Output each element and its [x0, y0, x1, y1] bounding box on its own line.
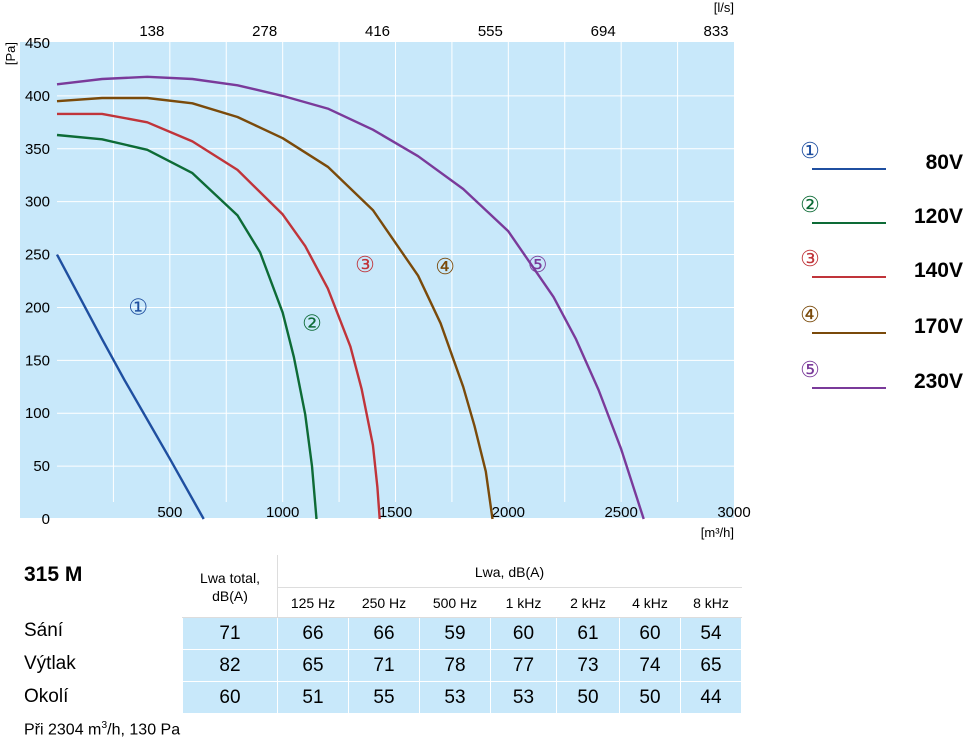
legend-marker: ⑤ — [800, 357, 820, 382]
freq-header: 125 Hz — [277, 587, 349, 618]
x-tick-label: 3000 — [717, 504, 750, 521]
freq-header: 2 kHz — [556, 587, 620, 618]
legend-label: 120V — [914, 205, 963, 228]
band-value: 66 — [277, 617, 349, 650]
band-value: 71 — [348, 649, 420, 682]
x-axis-label: [m³/h] — [701, 525, 734, 540]
y-tick-label: 450 — [25, 35, 50, 52]
band-value: 53 — [490, 681, 557, 714]
legend-label: 170V — [914, 315, 963, 338]
legend-marker: ④ — [800, 302, 820, 327]
y-axis-label: [Pa] — [3, 42, 18, 65]
freq-header: 500 Hz — [419, 587, 491, 618]
series-curve — [56, 75, 645, 520]
lwa-total-header-line2: dB(A) — [212, 587, 248, 604]
top-tick-label: 833 — [703, 23, 728, 40]
top-tick-label: 416 — [365, 23, 390, 40]
legend-label: 230V — [914, 370, 963, 393]
band-value: 60 — [619, 617, 681, 650]
y-tick-label: 200 — [25, 299, 50, 316]
freq-header: 8 kHz — [680, 587, 742, 618]
y-tick-label: 50 — [33, 458, 50, 475]
row-label: Okolí — [24, 686, 69, 707]
model-title: 315 M — [24, 563, 83, 586]
noise-table: Lwa total, dB(A) Lwa, dB(A) 125 Hz 250 Hz… — [182, 555, 742, 714]
band-value: 55 — [348, 681, 420, 714]
series-curve — [56, 133, 318, 520]
top-axis-label: [l/s] — [714, 0, 734, 15]
band-value: 50 — [619, 681, 681, 714]
band-value: 65 — [277, 649, 349, 682]
band-value: 77 — [490, 649, 557, 682]
band-value: 74 — [619, 649, 681, 682]
band-value: 66 — [348, 617, 420, 650]
band-value: 53 — [419, 681, 491, 714]
legend-marker: ③ — [800, 246, 820, 271]
table-row: 82 65 71 78 77 73 74 65 — [182, 649, 742, 682]
series-marker: ⑤ — [528, 252, 548, 277]
band-value: 44 — [680, 681, 742, 714]
band-value: 54 — [680, 617, 742, 650]
x-tick-label: 500 — [157, 504, 182, 521]
band-value: 73 — [556, 649, 620, 682]
top-tick-label: 555 — [478, 23, 503, 40]
footnote-suffix: /h, 130 Pa — [107, 721, 181, 739]
y-tick-label: 250 — [25, 247, 50, 264]
plot-area — [20, 42, 734, 518]
footnote-prefix: Při 2304 m — [24, 721, 102, 739]
x-tick-label: 2000 — [492, 504, 525, 521]
band-value: 59 — [419, 617, 491, 650]
series-curve — [57, 112, 381, 520]
series-marker: ① — [128, 294, 148, 319]
fan-performance-chart: 0 50 100 150 200 250 300 350 400 450 500 1000 1500 20… — [3, 0, 963, 540]
row-label: Výtlak — [24, 653, 76, 674]
series-curve — [56, 96, 494, 520]
legend-label: 80V — [926, 151, 963, 174]
lwa-total-value: 82 — [182, 649, 278, 682]
series-marker: ③ — [355, 252, 375, 277]
row-label: Sání — [24, 620, 64, 641]
x-tick-label: 2500 — [604, 504, 637, 521]
band-value: 60 — [490, 617, 557, 650]
lwa-total-header-line1: Lwa total, — [200, 569, 260, 586]
y-tick-label: 0 — [42, 511, 50, 528]
band-value: 61 — [556, 617, 620, 650]
series-curve — [55, 254, 205, 520]
lwa-total-header: Lwa total, dB(A) — [182, 555, 278, 618]
band-value: 51 — [277, 681, 349, 714]
x-tick-label: 1000 — [266, 504, 299, 521]
top-tick-label: 278 — [252, 23, 277, 40]
top-tick-label: 694 — [591, 23, 616, 40]
band-value: 50 — [556, 681, 620, 714]
table-row: 60 51 55 53 53 50 50 44 — [182, 681, 742, 714]
y-tick-label: 100 — [25, 405, 50, 422]
y-tick-label: 400 — [25, 88, 50, 105]
freq-header: 250 Hz — [348, 587, 420, 618]
top-tick-label: 138 — [139, 23, 164, 40]
footnote: Při 2304 m3/h, 130 Pa — [24, 720, 181, 739]
freq-header: 1 kHz — [490, 587, 557, 618]
series-marker: ④ — [435, 254, 455, 279]
series-marker: ② — [302, 310, 322, 335]
band-value: 65 — [680, 649, 742, 682]
lwa-total-value: 60 — [182, 681, 278, 714]
band-header: Lwa, dB(A) — [277, 555, 742, 588]
y-tick-label: 300 — [25, 194, 50, 211]
y-tick-label: 350 — [25, 141, 50, 158]
legend-marker: ② — [800, 192, 820, 217]
table-row: 71 66 66 59 60 61 60 54 — [182, 617, 742, 650]
x-tick-label: 1500 — [379, 504, 412, 521]
lwa-total-value: 71 — [182, 617, 278, 650]
legend-marker: ① — [800, 138, 820, 163]
band-value: 78 — [419, 649, 491, 682]
y-tick-label: 150 — [25, 352, 50, 369]
legend-label: 140V — [914, 259, 963, 282]
freq-header: 4 kHz — [619, 587, 681, 618]
